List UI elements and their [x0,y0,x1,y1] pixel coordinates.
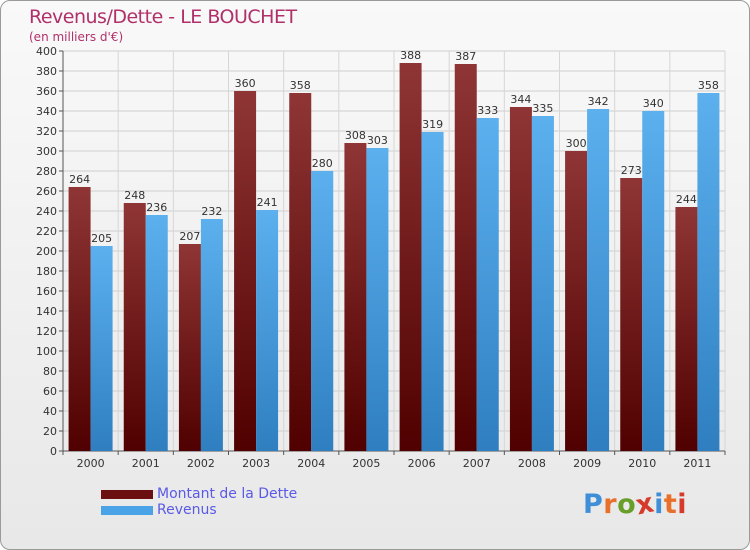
bar-dette [178,244,201,451]
x-tick-label: 2010 [628,457,656,470]
legend-swatch-dette [101,490,153,499]
y-tick-label: 260 [36,185,57,198]
y-tick-label: 400 [36,45,57,58]
y-tick-label: 120 [36,325,57,338]
bar-revenus [90,246,113,451]
bar-revenus [587,109,610,451]
bar-revenus [642,111,665,451]
y-tick-label: 40 [43,405,57,418]
x-tick-label: 2003 [242,457,270,470]
data-label: 308 [345,129,366,142]
y-tick-label: 320 [36,125,57,138]
legend-label-dette: Montant de la Dette [157,486,298,502]
logo-letter: r [603,489,618,520]
bar-dette [620,178,643,451]
bar-dette [399,63,422,451]
data-label: 303 [367,134,388,147]
data-label: 205 [91,232,112,245]
y-tick-label: 300 [36,145,57,158]
data-label: 248 [124,189,145,202]
data-label: 344 [510,93,531,106]
bar-dette [123,203,146,451]
bar-revenus [145,215,168,451]
x-tick-label: 2000 [77,457,105,470]
legend-label-revenus: Revenus [157,502,217,518]
data-label: 244 [676,193,697,206]
data-label: 264 [69,173,90,186]
y-tick-label: 80 [43,365,57,378]
bar-dette [509,107,532,451]
data-label: 360 [235,77,256,90]
bar-dette [454,64,477,451]
data-label: 340 [643,97,664,110]
bar-revenus [311,171,334,451]
proxiti-logo: Proxiti [583,487,688,521]
bar-dette [344,143,367,451]
y-tick-label: 380 [36,65,57,78]
data-label: 358 [290,79,311,92]
data-label: 388 [400,49,421,62]
data-label: 319 [422,118,443,131]
bar-dette [675,207,698,451]
x-tick-label: 2009 [573,457,601,470]
logo-letter: i [654,489,664,520]
y-tick-label: 220 [36,225,57,238]
bar-revenus [697,93,720,451]
x-tick-label: 2005 [352,457,380,470]
x-tick-label: 2002 [187,457,215,470]
data-label: 232 [201,205,222,218]
bar-revenus [366,148,389,451]
chart-subtitle: (en milliers d'€) [29,30,124,44]
bar-revenus [256,210,279,451]
x-tick-label: 2011 [683,457,711,470]
x-tick-label: 2004 [297,457,325,470]
x-tick-label: 2008 [518,457,546,470]
y-tick-label: 140 [36,305,57,318]
y-tick-label: 60 [43,385,57,398]
y-tick-label: 180 [36,265,57,278]
bars [68,63,720,451]
data-label: 300 [566,137,587,150]
y-tick-label: 0 [50,445,57,458]
data-label: 273 [621,164,642,177]
chart-title: Revenus/Dette - LE BOUCHET [29,6,297,28]
logo-letter: o [617,489,637,520]
logo-letter: t [663,489,678,520]
y-tick-label: 100 [36,345,57,358]
data-label: 236 [146,201,167,214]
data-label: 335 [532,102,553,115]
data-label: 280 [312,157,333,170]
bar-revenus [200,219,223,451]
y-tick-label: 240 [36,205,57,218]
x-tick-label: 2006 [408,457,436,470]
bar-revenus [531,116,554,451]
y-tick-label: 20 [43,425,57,438]
bar-dette [565,151,588,451]
y-tick-label: 200 [36,245,57,258]
legend-swatch-revenus [101,506,153,515]
y-tick-label: 360 [36,85,57,98]
bar-dette [289,93,312,451]
bar-revenus [476,118,499,451]
axes: 0 20 40 60 80 100 120 140 160 180 200 220 240 260 280 3… [36,45,726,470]
logo-letter: i [677,489,688,520]
x-tick-label: 2001 [132,457,160,470]
bar-dette [68,187,91,451]
data-label: 333 [477,104,498,117]
x-tick-label: 2007 [463,457,491,470]
data-label: 241 [257,196,278,209]
data-label: 207 [179,230,200,243]
bar-dette [234,91,257,451]
bar-revenus [421,132,444,451]
data-label: 358 [698,79,719,92]
y-tick-label: 160 [36,285,57,298]
logo-letter: P [583,489,604,520]
data-label: 387 [455,50,476,63]
data-label: 342 [588,95,609,108]
y-tick-label: 280 [36,165,57,178]
y-tick-label: 340 [36,105,57,118]
